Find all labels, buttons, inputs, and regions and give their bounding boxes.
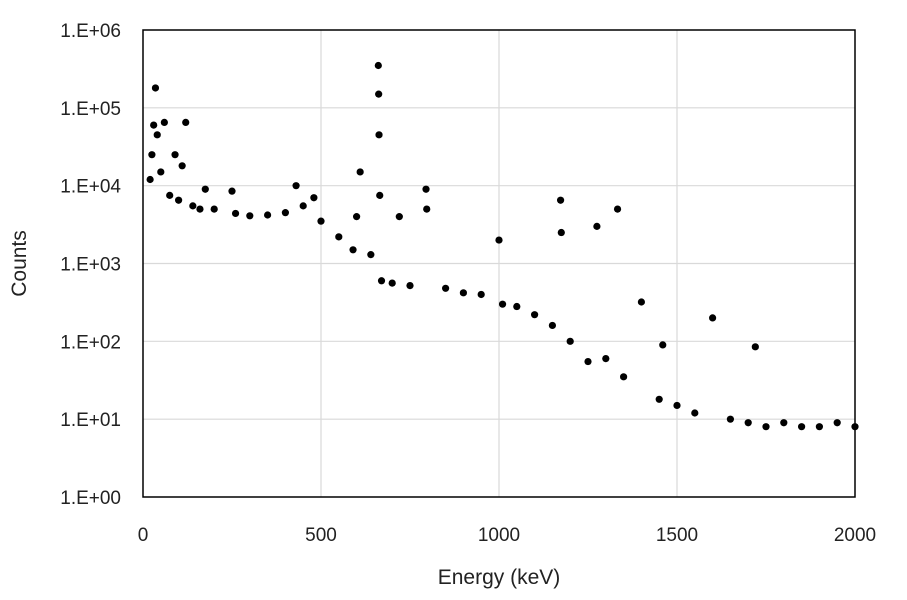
data-point: [151, 84, 160, 92]
data-point: [201, 185, 209, 193]
data-point: [310, 194, 318, 202]
data-point: [584, 357, 592, 366]
data-point: [422, 185, 430, 193]
y-tick-label: 1.E+00: [60, 488, 121, 509]
data-point: [374, 61, 382, 70]
data-point: [148, 151, 156, 159]
data-point: [709, 314, 717, 322]
data-point: [299, 202, 307, 210]
data-point: [442, 284, 450, 292]
x-tick-label: 2000: [834, 525, 876, 546]
x-tick-label: 500: [305, 525, 337, 546]
data-point: [691, 409, 699, 417]
x-axis-tick-labels: 0 500 1000 1500 2000: [138, 525, 876, 546]
x-tick-label: 1500: [656, 525, 698, 546]
data-point: [210, 205, 218, 213]
y-tick-label: 1.E+01: [60, 410, 121, 431]
data-point: [659, 341, 667, 349]
data-point: [388, 279, 396, 287]
data-point: [851, 423, 859, 431]
data-point: [292, 182, 300, 190]
data-point: [317, 217, 325, 225]
data-point: [498, 300, 507, 308]
data-point: [556, 196, 565, 204]
data-point: [548, 321, 557, 330]
x-tick-label: 0: [138, 525, 149, 546]
data-point: [146, 175, 154, 184]
data-point: [495, 236, 503, 244]
data-point: [744, 419, 752, 427]
data-point: [150, 121, 158, 129]
data-point: [673, 401, 681, 410]
data-points: [146, 61, 859, 431]
data-point: [175, 196, 183, 204]
data-point: [477, 290, 485, 299]
data-point: [602, 355, 610, 363]
data-point: [620, 373, 628, 381]
data-point: [423, 205, 431, 213]
data-point: [157, 168, 165, 176]
data-point: [613, 205, 622, 213]
data-point: [459, 289, 467, 297]
data-point: [637, 298, 646, 306]
data-point: [356, 168, 364, 176]
data-point: [166, 191, 174, 199]
data-point: [593, 222, 601, 230]
y-tick-label: 1.E+06: [60, 21, 121, 42]
gridlines: [143, 30, 855, 497]
x-tick-label: 1000: [478, 525, 520, 546]
y-axis-title: Counts: [8, 230, 31, 297]
data-point: [182, 118, 190, 126]
y-tick-label: 1.E+05: [60, 99, 121, 120]
y-tick-label: 1.E+02: [60, 332, 121, 353]
data-point: [375, 90, 383, 98]
data-point: [531, 311, 539, 319]
y-tick-label: 1.E+04: [60, 177, 121, 198]
data-point: [751, 343, 759, 351]
data-point: [335, 233, 343, 241]
data-point: [189, 202, 197, 210]
data-point: [557, 228, 565, 237]
data-point: [406, 282, 414, 290]
data-point: [513, 302, 521, 311]
data-point: [376, 191, 384, 199]
data-point: [815, 423, 824, 431]
data-point: [196, 205, 204, 213]
data-point: [726, 415, 735, 423]
data-point: [178, 162, 186, 170]
data-point: [395, 213, 403, 221]
x-axis-title: Energy (keV): [438, 566, 561, 589]
data-point: [762, 423, 770, 431]
data-point: [153, 131, 161, 139]
data-point: [780, 419, 788, 427]
data-point: [367, 251, 375, 259]
plot-area-frame: [142, 29, 856, 498]
data-point: [377, 277, 386, 285]
data-point: [160, 118, 168, 126]
data-point: [655, 395, 663, 403]
data-point: [349, 246, 357, 254]
y-axis-tick-labels: 1.E+00 1.E+01 1.E+02 1.E+03 1.E+04 1.E+05 1.E+…: [60, 21, 121, 509]
data-point: [375, 131, 383, 139]
data-point: [798, 423, 806, 431]
data-point: [264, 211, 272, 219]
data-point: [833, 419, 841, 427]
data-point: [566, 337, 574, 345]
data-point: [171, 151, 179, 159]
data-point: [228, 187, 236, 195]
y-tick-label: 1.E+03: [60, 255, 121, 276]
data-point: [353, 213, 361, 221]
data-point: [246, 212, 254, 220]
data-point: [281, 209, 289, 217]
data-point: [231, 209, 240, 218]
